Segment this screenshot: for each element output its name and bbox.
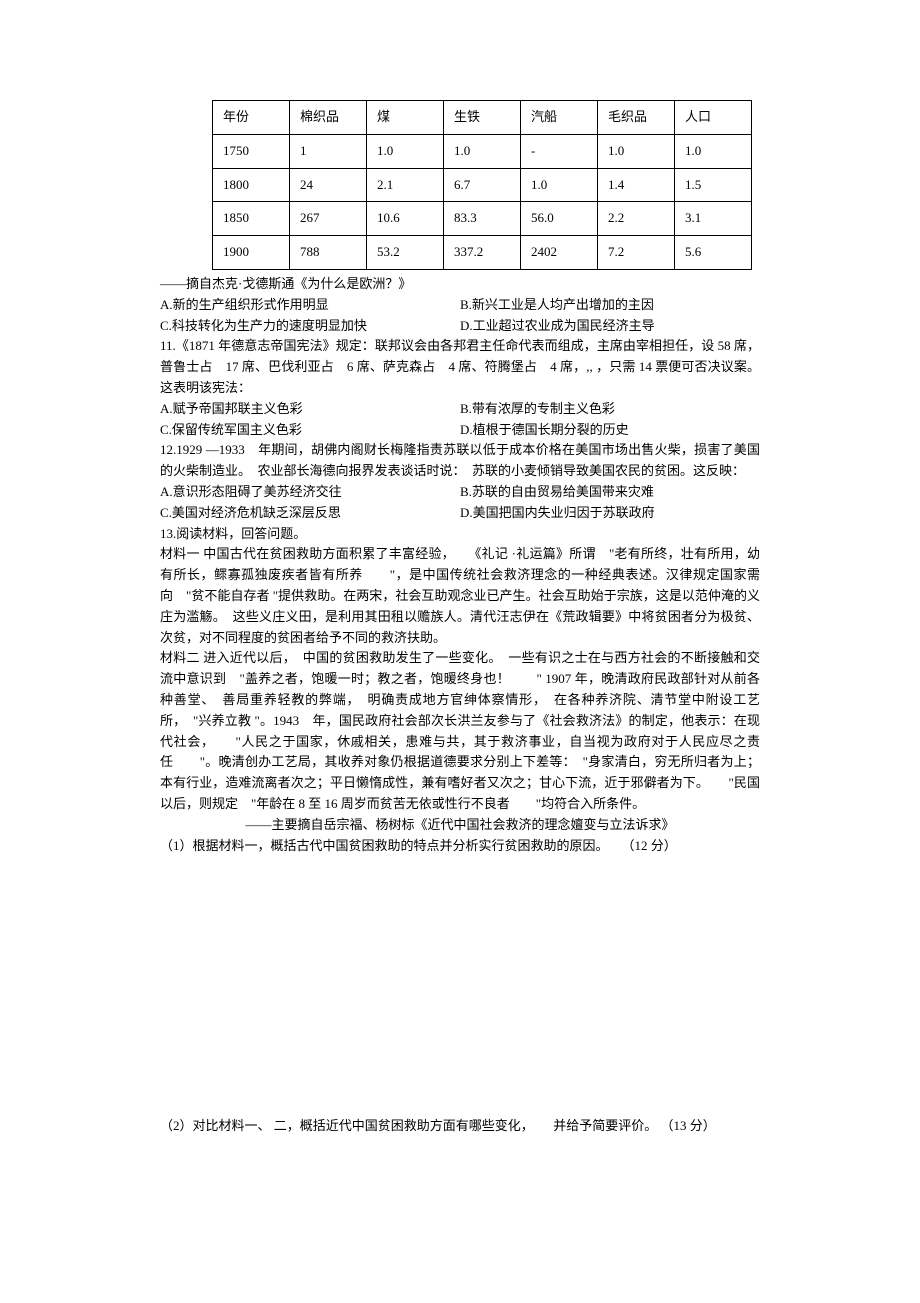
- option-b: B.苏联的自由贸易给美国带来灾难: [460, 482, 760, 503]
- cell: 2.1: [367, 168, 444, 202]
- cell: 1.5: [675, 168, 752, 202]
- cell: 6.7: [444, 168, 521, 202]
- cell: 788: [290, 236, 367, 270]
- col-header: 煤: [367, 101, 444, 135]
- cell: 1750: [213, 134, 290, 168]
- cell: 1.0: [444, 134, 521, 168]
- exam-page: 年份 棉织品 煤 生铁 汽船 毛织品 人口 1750 1 1.0 1.0 - 1…: [0, 0, 920, 1197]
- cell: 56.0: [521, 202, 598, 236]
- table-row: 1800 24 2.1 6.7 1.0 1.4 1.5: [213, 168, 752, 202]
- col-header: 人口: [675, 101, 752, 135]
- cell: 1850: [213, 202, 290, 236]
- q13-material-2: 材料二 进入近代以后， 中国的贫困救助发生了一些变化。 一些有识之士在与西方社会…: [160, 648, 760, 814]
- cell: 2402: [521, 236, 598, 270]
- option-c: C.保留传统军国主义色彩: [160, 420, 460, 441]
- option-c: C.美国对经济危机缺乏深层反思: [160, 503, 460, 524]
- q12-stem: 12.1929 —1933 年期间，胡佛内阁财长梅隆指责苏联以低于成本价格在美国…: [160, 440, 760, 482]
- cell: 1.0: [675, 134, 752, 168]
- q13-sub2: （2）对比材料一、 二，概括近代中国贫困救助方面有哪些变化， 并给予简要评价。 …: [160, 1116, 760, 1137]
- cell: 83.3: [444, 202, 521, 236]
- cell: 53.2: [367, 236, 444, 270]
- data-table: 年份 棉织品 煤 生铁 汽船 毛织品 人口 1750 1 1.0 1.0 - 1…: [212, 100, 752, 270]
- table-row: 1750 1 1.0 1.0 - 1.0 1.0: [213, 134, 752, 168]
- cell: 2.2: [598, 202, 675, 236]
- q13-citation: ——主要摘自岳宗福、杨树标《近代中国社会救济的理念嬗变与立法诉求》: [160, 815, 760, 836]
- cell: 1.0: [521, 168, 598, 202]
- q13-material-1: 材料一 中国古代在贫困救助方面积累了丰富经验， 《礼记 ·礼运篇》所谓 "老有所…: [160, 544, 760, 648]
- q13-sub1: （1）根据材料一，概括古代中国贫困救助的特点并分析实行贫困救助的原因。 （12 …: [160, 836, 760, 857]
- option-b: B.新兴工业是人均产出增加的主因: [460, 295, 760, 316]
- col-header: 生铁: [444, 101, 521, 135]
- cell: 337.2: [444, 236, 521, 270]
- citation-line: ——摘自杰克·戈德斯通《为什么是欧洲？》: [160, 274, 760, 295]
- col-header: 毛织品: [598, 101, 675, 135]
- cell: 1900: [213, 236, 290, 270]
- option-b: B.带有浓厚的专制主义色彩: [460, 399, 760, 420]
- answer-space: [160, 856, 760, 1116]
- q10-options: A.新的生产组织形式作用明显 B.新兴工业是人均产出增加的主因 C.科技转化为生…: [160, 295, 760, 337]
- cell: 3.1: [675, 202, 752, 236]
- option-a: A.赋予帝国邦联主义色彩: [160, 399, 460, 420]
- cell: 1.4: [598, 168, 675, 202]
- cell: 267: [290, 202, 367, 236]
- option-a: A.新的生产组织形式作用明显: [160, 295, 460, 316]
- table-header-row: 年份 棉织品 煤 生铁 汽船 毛织品 人口: [213, 101, 752, 135]
- cell: 10.6: [367, 202, 444, 236]
- cell: 1.0: [367, 134, 444, 168]
- cell: 5.6: [675, 236, 752, 270]
- cell: -: [521, 134, 598, 168]
- cell: 7.2: [598, 236, 675, 270]
- option-d: D.美国把国内失业归因于苏联政府: [460, 503, 760, 524]
- table-row: 1850 267 10.6 83.3 56.0 2.2 3.1: [213, 202, 752, 236]
- q12-options: A.意识形态阻碍了美苏经济交往 B.苏联的自由贸易给美国带来灾难 C.美国对经济…: [160, 482, 760, 524]
- option-d: D.植根于德国长期分裂的历史: [460, 420, 760, 441]
- option-d: D.工业超过农业成为国民经济主导: [460, 316, 760, 337]
- q11-options: A.赋予帝国邦联主义色彩 B.带有浓厚的专制主义色彩 C.保留传统军国主义色彩 …: [160, 399, 760, 441]
- col-header: 年份: [213, 101, 290, 135]
- option-a: A.意识形态阻碍了美苏经济交往: [160, 482, 460, 503]
- option-c: C.科技转化为生产力的速度明显加快: [160, 316, 460, 337]
- q11-stem: 11.《1871 年德意志帝国宪法》规定：联邦议会由各邦君主任命代表而组成，主席…: [160, 336, 760, 398]
- cell: 1800: [213, 168, 290, 202]
- cell: 24: [290, 168, 367, 202]
- q13-head: 13.阅读材料，回答问题。: [160, 524, 760, 545]
- cell: 1: [290, 134, 367, 168]
- table-row: 1900 788 53.2 337.2 2402 7.2 5.6: [213, 236, 752, 270]
- col-header: 汽船: [521, 101, 598, 135]
- cell: 1.0: [598, 134, 675, 168]
- col-header: 棉织品: [290, 101, 367, 135]
